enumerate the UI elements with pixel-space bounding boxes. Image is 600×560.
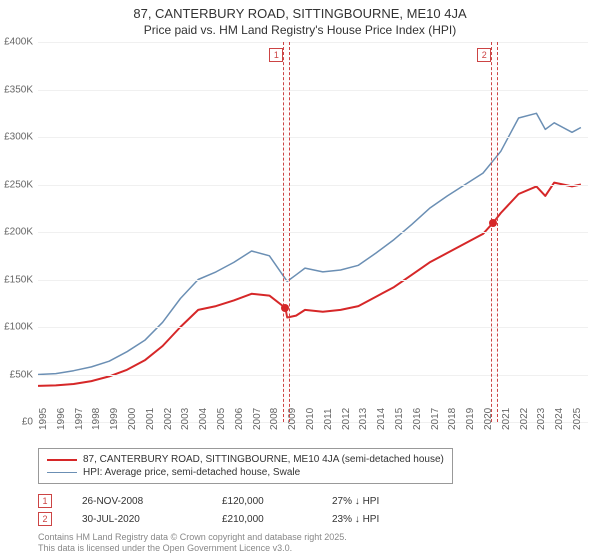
legend-item-price-paid: 87, CANTERBURY ROAD, SITTINGBOURNE, ME10… bbox=[47, 453, 444, 466]
sale-marker-number: 2 bbox=[477, 48, 491, 62]
sales-diff-vs-hpi: 27% ↓ HPI bbox=[332, 496, 452, 507]
gridline bbox=[38, 90, 588, 91]
x-axis-tick-label: 2004 bbox=[198, 408, 209, 430]
x-axis-tick-label: 1995 bbox=[38, 408, 49, 430]
legend-swatch bbox=[47, 472, 77, 473]
x-axis-tick-label: 2010 bbox=[305, 408, 316, 430]
x-axis-tick-label: 2002 bbox=[163, 408, 174, 430]
x-axis-tick-label: 2021 bbox=[501, 408, 512, 430]
gridline bbox=[38, 42, 588, 43]
gridline bbox=[38, 232, 588, 233]
y-axis-tick-label: £200K bbox=[4, 227, 33, 238]
x-axis-tick-label: 2013 bbox=[358, 408, 369, 430]
sales-price: £120,000 bbox=[222, 496, 332, 507]
legend-swatch bbox=[47, 459, 77, 461]
x-axis-tick-label: 2018 bbox=[447, 408, 458, 430]
price-chart: £0£50K£100K£150K£200K£250K£300K£350K£400… bbox=[38, 42, 588, 422]
x-axis-tick-label: 2000 bbox=[127, 408, 138, 430]
y-axis-tick-label: £0 bbox=[22, 417, 33, 428]
gridline bbox=[38, 375, 588, 376]
legend-label: HPI: Average price, semi-detached house,… bbox=[83, 467, 300, 478]
x-axis-tick-label: 1996 bbox=[56, 408, 67, 430]
y-axis-tick-label: £250K bbox=[4, 179, 33, 190]
y-axis-tick-label: £150K bbox=[4, 274, 33, 285]
sales-row: 1 26-NOV-2008 £120,000 27% ↓ HPI bbox=[38, 492, 452, 510]
legend-item-hpi: HPI: Average price, semi-detached house,… bbox=[47, 466, 444, 479]
y-axis-tick-label: £300K bbox=[4, 132, 33, 143]
x-axis-tick-label: 2012 bbox=[341, 408, 352, 430]
x-axis-tick-label: 2014 bbox=[376, 408, 387, 430]
gridline bbox=[38, 327, 588, 328]
x-axis-tick-label: 1998 bbox=[91, 408, 102, 430]
x-axis-tick-label: 2003 bbox=[180, 408, 191, 430]
gridline bbox=[38, 137, 588, 138]
x-axis-tick-label: 2017 bbox=[430, 408, 441, 430]
x-axis-tick-label: 2007 bbox=[252, 408, 263, 430]
sales-diff-vs-hpi: 23% ↓ HPI bbox=[332, 514, 452, 525]
x-axis-tick-label: 2006 bbox=[234, 408, 245, 430]
chart-title-subtitle: Price paid vs. HM Land Registry's House … bbox=[0, 23, 600, 37]
gridline bbox=[38, 185, 588, 186]
sales-price: £210,000 bbox=[222, 514, 332, 525]
sale-marker-dot bbox=[281, 304, 289, 312]
x-axis-tick-label: 2011 bbox=[323, 408, 334, 430]
sale-marker-dot bbox=[489, 219, 497, 227]
x-axis-tick-label: 2008 bbox=[269, 408, 280, 430]
x-axis-tick-label: 1999 bbox=[109, 408, 120, 430]
sales-date: 30-JUL-2020 bbox=[82, 514, 222, 525]
sales-marker-box: 2 bbox=[38, 512, 52, 526]
x-axis-tick-label: 2024 bbox=[554, 408, 565, 430]
x-axis-tick-label: 2022 bbox=[519, 408, 530, 430]
y-axis-tick-label: £100K bbox=[4, 322, 33, 333]
sale-marker-band bbox=[491, 42, 498, 422]
chart-legend: 87, CANTERBURY ROAD, SITTINGBOURNE, ME10… bbox=[38, 448, 453, 484]
y-axis-tick-label: £50K bbox=[10, 369, 33, 380]
footer-line: This data is licensed under the Open Gov… bbox=[38, 543, 347, 554]
y-axis-tick-label: £400K bbox=[4, 37, 33, 48]
gridline bbox=[38, 280, 588, 281]
x-axis-tick-label: 2016 bbox=[412, 408, 423, 430]
sales-marker-box: 1 bbox=[38, 494, 52, 508]
x-axis-tick-label: 2025 bbox=[572, 408, 583, 430]
x-axis-tick-label: 2019 bbox=[465, 408, 476, 430]
footer-line: Contains HM Land Registry data © Crown c… bbox=[38, 532, 347, 543]
sales-row: 2 30-JUL-2020 £210,000 23% ↓ HPI bbox=[38, 510, 452, 528]
x-axis-tick-label: 2005 bbox=[216, 408, 227, 430]
x-axis-tick-label: 2015 bbox=[394, 408, 405, 430]
sales-date: 26-NOV-2008 bbox=[82, 496, 222, 507]
chart-title-address: 87, CANTERBURY ROAD, SITTINGBOURNE, ME10… bbox=[0, 6, 600, 21]
sale-marker-number: 1 bbox=[269, 48, 283, 62]
x-axis-tick-label: 2001 bbox=[145, 408, 156, 430]
x-axis-tick-label: 1997 bbox=[74, 408, 85, 430]
legend-label: 87, CANTERBURY ROAD, SITTINGBOURNE, ME10… bbox=[83, 454, 444, 465]
series-line-hpi bbox=[38, 113, 581, 374]
y-axis-tick-label: £350K bbox=[4, 84, 33, 95]
chart-title-block: 87, CANTERBURY ROAD, SITTINGBOURNE, ME10… bbox=[0, 0, 600, 37]
footer-attribution: Contains HM Land Registry data © Crown c… bbox=[38, 532, 347, 554]
sales-table: 1 26-NOV-2008 £120,000 27% ↓ HPI 2 30-JU… bbox=[38, 492, 452, 528]
x-axis-tick-label: 2023 bbox=[536, 408, 547, 430]
sale-marker-band bbox=[283, 42, 290, 422]
